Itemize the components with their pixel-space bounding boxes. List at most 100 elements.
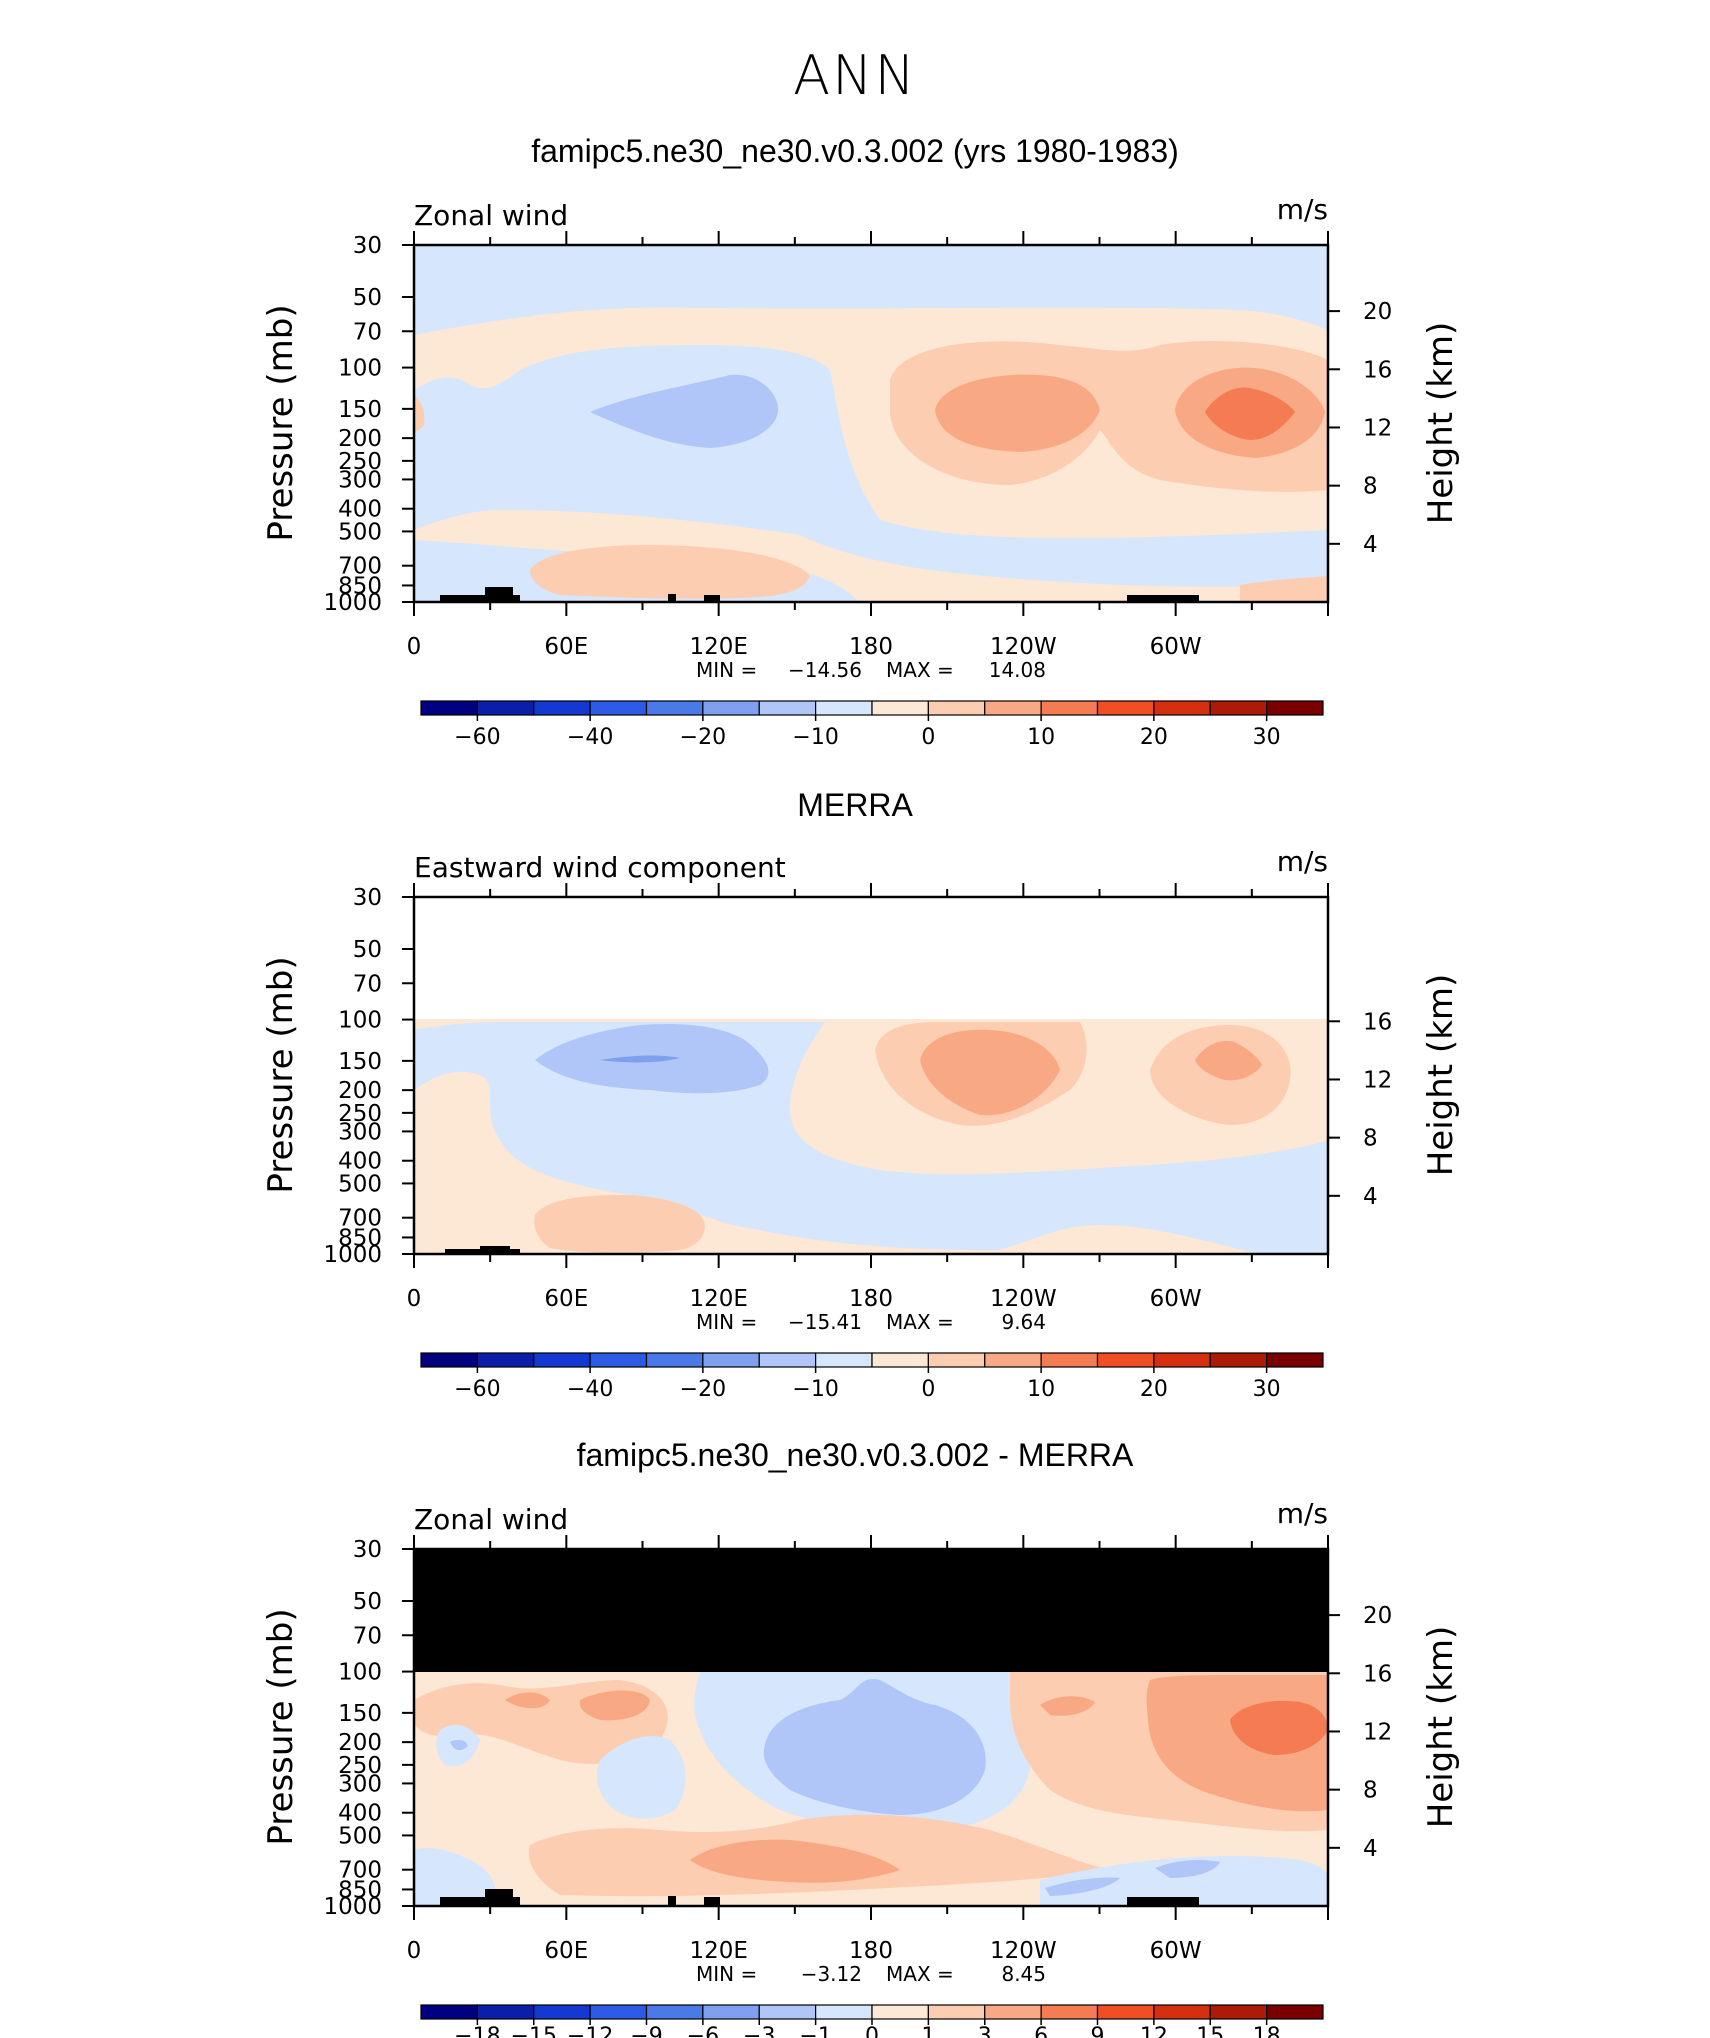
panel-3-plot: [414, 1549, 1328, 1906]
panel-3-positive-3: [579, 1690, 650, 1721]
panel-3-lower-negative-2: [414, 1848, 497, 1906]
colorbar-box: [702, 700, 760, 716]
max-label: MAX =: [886, 658, 954, 682]
y-tick-label: 500: [338, 1171, 382, 1197]
x-tick-label: 120E: [689, 1938, 747, 1964]
colorbar-box: [533, 700, 591, 716]
panel-2-missing-upper: [414, 897, 1328, 1019]
panel-1-stratosphere-easterlies: [414, 245, 1328, 335]
y2-tick-label: 12: [1363, 1719, 1392, 1745]
min-label: MIN =: [696, 1310, 757, 1334]
colorbar-1: −60 −40 −20 −10 0 10 20 30: [420, 700, 1324, 750]
colorbar-tick-label: 10: [1027, 725, 1055, 750]
colorbar-box: [815, 700, 873, 716]
panel-1-westerly-4: [1205, 387, 1295, 440]
panel-3-positive-east-3: [1230, 1700, 1328, 1755]
y-tick-label: 500: [338, 519, 382, 545]
y-tick-label: 700: [338, 1858, 382, 1884]
colorbar-box: [927, 2004, 986, 2020]
colorbar-tick-label: 0: [921, 1377, 935, 1402]
y-tick-label: 50: [353, 937, 382, 963]
y2-tick-label: 8: [1363, 1126, 1378, 1152]
y2-tick-label: 16: [1363, 1661, 1392, 1687]
colorbar-box: [1209, 2004, 1268, 2020]
colorbar-3: −18 −15 −12 −9 −6 −3 −1 0 1 3 6 9 12 15 18: [420, 2004, 1324, 2038]
y-tick-label: 400: [338, 497, 382, 523]
y-tick-label: 300: [338, 467, 382, 493]
y2-tick-label: 4: [1363, 1836, 1378, 1862]
colorbar-box: [645, 2004, 704, 2020]
colorbar-box: [645, 1352, 704, 1368]
panel-2-plot: [414, 897, 1328, 1254]
colorbar-box: [420, 700, 478, 716]
colorbar-tick-label: −1: [799, 2024, 831, 2038]
colorbar-box: [927, 700, 986, 716]
y2-tick-label: 8: [1363, 474, 1378, 500]
panel-1-lower-westerly-1: [530, 545, 810, 599]
panel-1-plot: [414, 245, 1328, 602]
colorbar-tick-label: 6: [1034, 2024, 1048, 2038]
colorbar-box: [1096, 2004, 1155, 2020]
y-tick-label: 70: [353, 971, 382, 997]
y-tick-label: 300: [338, 1771, 382, 1797]
colorbar-tick-label: −60: [454, 725, 500, 750]
panel-2-westerly-4: [1195, 1040, 1262, 1081]
axes-layer: 0 60E 120E 180 120W 60W3050701001502002503004…: [261, 193, 1461, 1986]
y-tick-label: 100: [338, 356, 382, 382]
y-tick-label: 400: [338, 1801, 382, 1827]
y-tick-label: 50: [353, 285, 382, 311]
max-value: 9.64: [1001, 1310, 1046, 1334]
panel-1-topography: [440, 587, 1199, 603]
colorbar-tick-label: −18: [454, 2024, 500, 2038]
panel-3-lower-negative-core: [1045, 1877, 1120, 1896]
colorbar-box: [589, 1352, 648, 1368]
units-label: m/s: [1277, 845, 1328, 878]
min-label: MIN =: [696, 658, 757, 682]
colorbar-tick-label: −10: [792, 725, 838, 750]
colorbar-box: [1209, 1352, 1268, 1368]
colorbar-tick-label: −20: [680, 1377, 726, 1402]
colorbar-box: [589, 2004, 648, 2020]
y-tick-label: 850: [338, 1225, 382, 1251]
colorbar-tick-label: −40: [567, 725, 613, 750]
y-tick-label: 400: [338, 1149, 382, 1175]
units-label: m/s: [1277, 193, 1328, 226]
max-label: MAX =: [886, 1310, 954, 1334]
panel-3-topography: [440, 1889, 1199, 1906]
panel-2-lower-westerly: [534, 1195, 705, 1253]
colorbar-box: [702, 2004, 760, 2020]
panel-3-positive-2: [505, 1692, 550, 1709]
colorbar-tick-label: 18: [1253, 2024, 1281, 2038]
panel-3-positive-4: [1040, 1696, 1095, 1716]
panel-3-missing-upper: [414, 1549, 1328, 1672]
colorbar-box: [476, 700, 535, 716]
colorbar-tick-label: −3: [743, 2024, 775, 2038]
x-tick-label: 60W: [1150, 1938, 1202, 1964]
y2-axis-label: Height (km): [1421, 974, 1461, 1177]
colorbar-tick-label: 12: [1140, 2024, 1168, 2038]
colorbar-box: [1096, 700, 1155, 716]
colorbar-tick-label: 0: [865, 2024, 879, 2038]
units-label: m/s: [1277, 1497, 1328, 1530]
colorbar-box: [871, 2004, 929, 2020]
colorbar-tick-label: −60: [454, 1377, 500, 1402]
colorbar-box: [702, 1352, 760, 1368]
y2-tick-label: 4: [1363, 1184, 1378, 1210]
colorbar-box: [758, 1352, 817, 1368]
y-tick-label: 250: [338, 1753, 382, 1779]
variable-label: Zonal wind: [414, 1503, 568, 1536]
colorbar-box: [420, 2004, 478, 2020]
colorbar-box: [533, 1352, 591, 1368]
y2-tick-label: 4: [1363, 532, 1378, 558]
colorbar-box: [476, 1352, 535, 1368]
colorbars-layer: −60 −40 −20 −10 0 10 20 30−60 −40 −20 −10 0 10 20 30−1…: [420, 700, 1324, 2038]
variable-label: Eastward wind component: [414, 851, 786, 884]
variable-label: Zonal wind: [414, 199, 568, 232]
colorbar-box: [984, 700, 1042, 716]
colorbar-tick-label: 1: [921, 2024, 935, 2038]
panel-2-easterly-peak: [600, 1055, 680, 1063]
colorbar-tick-label: 10: [1027, 1377, 1055, 1402]
